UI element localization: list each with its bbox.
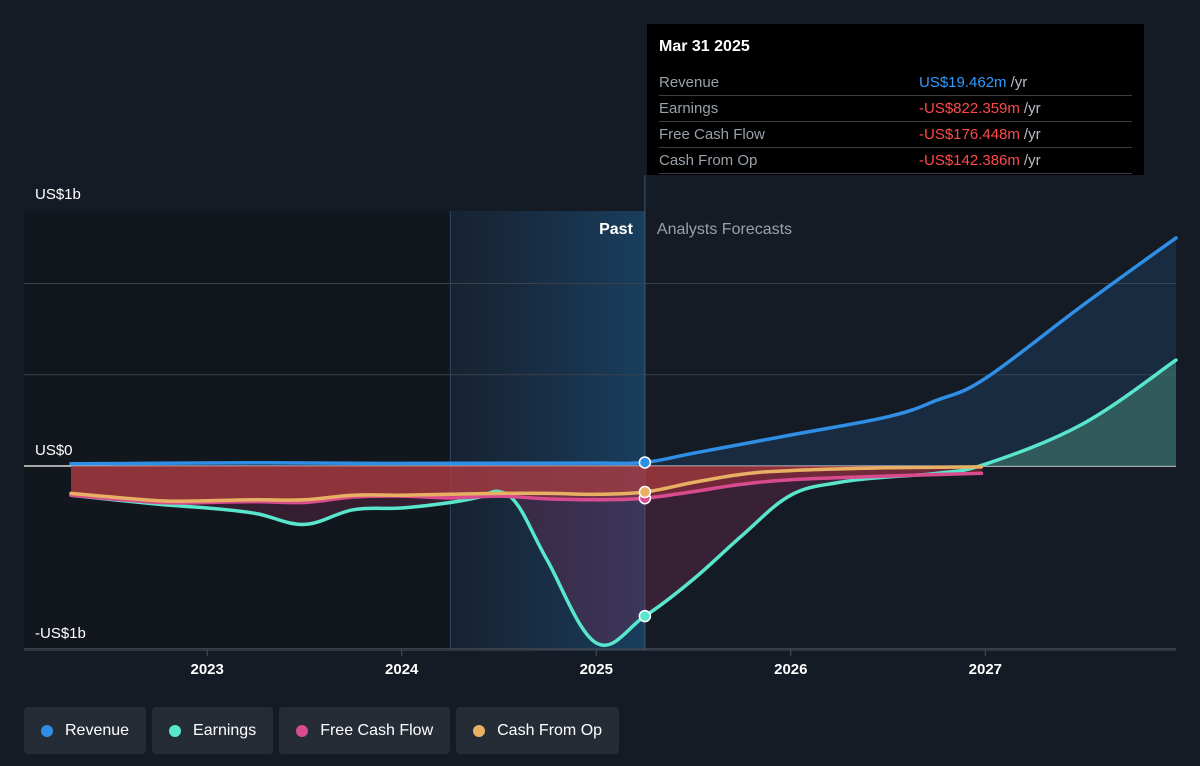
legend-item-revenue[interactable]: Revenue bbox=[24, 707, 147, 754]
earnings-area bbox=[71, 360, 1176, 646]
revenue-marker[interactable] bbox=[638, 456, 652, 469]
x-tick-label: 2024 bbox=[385, 661, 419, 678]
x-tick-label: 2026 bbox=[774, 661, 807, 678]
earnings-positive-area bbox=[985, 360, 1176, 466]
tooltip-label: Revenue bbox=[659, 74, 720, 91]
tooltip-unit: /yr bbox=[1023, 152, 1041, 169]
y-tick-label: US$0 bbox=[35, 442, 73, 459]
forecast-label: Analysts Forecasts bbox=[657, 221, 792, 238]
tooltip-unit: /yr bbox=[1023, 100, 1041, 117]
x-tick-label: 2025 bbox=[580, 661, 613, 678]
y-tick-label: -US$1b bbox=[35, 625, 86, 642]
tooltip-label: Earnings bbox=[659, 100, 719, 117]
tooltip-value: -US$822.359m bbox=[919, 100, 1020, 117]
tooltip-unit: /yr bbox=[1010, 74, 1028, 91]
x-tick-label: 2023 bbox=[190, 661, 223, 678]
x-tick-label: 2027 bbox=[969, 661, 1002, 678]
tooltip-value: -US$142.386m bbox=[919, 152, 1020, 169]
legend-dot-icon bbox=[473, 724, 486, 737]
tooltip-unit: /yr bbox=[1023, 126, 1041, 143]
cash-from-op-line bbox=[69, 465, 984, 504]
legend-dot-icon bbox=[296, 724, 309, 737]
legend-label: Revenue bbox=[65, 721, 130, 739]
cash-from-op-area bbox=[71, 466, 982, 502]
tooltip-label: Cash From Op bbox=[659, 152, 758, 169]
tooltip-row-earnings: Earnings -US$822.359m /yr bbox=[659, 96, 1132, 122]
legend-dot-icon bbox=[169, 724, 182, 737]
legend-label: Cash From Op bbox=[497, 721, 603, 739]
legend-dot-icon bbox=[41, 724, 53, 737]
legend-item-cash-from-op[interactable]: Cash From Op bbox=[456, 707, 620, 754]
past-background bbox=[24, 211, 451, 650]
legend: Revenue Earnings Free Cash Flow Cash Fro… bbox=[24, 707, 620, 754]
y-tick-label: US$1b bbox=[35, 186, 81, 203]
legend-item-earnings[interactable]: Earnings bbox=[152, 707, 274, 754]
cash-from-op-marker[interactable] bbox=[638, 485, 652, 499]
legend-label: Free Cash Flow bbox=[320, 721, 434, 739]
tooltip-date: Mar 31 2025 bbox=[659, 38, 750, 55]
legend-item-free-cash-flow[interactable]: Free Cash Flow bbox=[279, 707, 451, 754]
tooltip-row-free-cash-flow: Free Cash Flow -US$176.448m /yr bbox=[659, 122, 1132, 148]
tooltip-row-cash-from-op: Cash From Op -US$142.386m /yr bbox=[659, 148, 1132, 174]
free-cash-flow-line bbox=[69, 471, 984, 505]
past-label: Past bbox=[599, 221, 633, 238]
tooltip-value: US$19.462m bbox=[919, 74, 1007, 91]
tooltip-label: Free Cash Flow bbox=[659, 126, 765, 143]
legend-label: Earnings bbox=[193, 721, 257, 739]
earnings-marker[interactable] bbox=[638, 609, 652, 623]
tooltip-value: -US$176.448m bbox=[919, 126, 1020, 143]
free-cash-flow-area bbox=[71, 466, 982, 504]
tooltip-row-revenue: Revenue US$19.462m /yr bbox=[659, 70, 1132, 96]
tooltip-panel: Mar 31 2025 Revenue US$19.462m /yr Earni… bbox=[647, 24, 1144, 175]
recent-past-band bbox=[450, 211, 645, 650]
